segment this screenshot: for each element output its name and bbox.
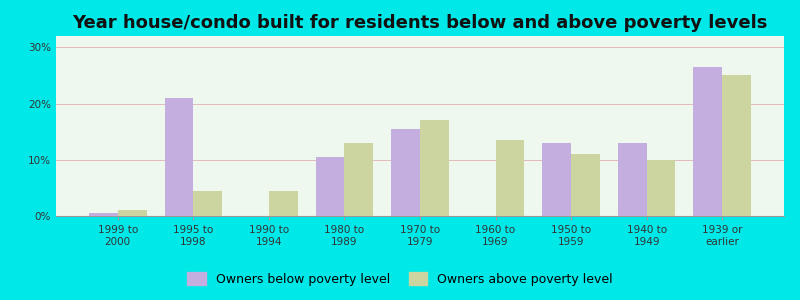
Bar <box>542 143 571 216</box>
Bar <box>269 191 298 216</box>
Bar <box>118 210 146 216</box>
Bar <box>571 154 600 216</box>
Bar <box>316 157 345 216</box>
Bar <box>345 143 373 216</box>
Bar <box>420 120 449 216</box>
Bar <box>194 191 222 216</box>
Bar <box>495 140 524 216</box>
Bar <box>165 98 194 216</box>
Legend: Owners below poverty level, Owners above poverty level: Owners below poverty level, Owners above… <box>182 267 618 291</box>
Bar <box>618 143 646 216</box>
Bar <box>89 213 118 216</box>
Bar <box>391 129 420 216</box>
Title: Year house/condo built for residents below and above poverty levels: Year house/condo built for residents bel… <box>72 14 768 32</box>
Bar <box>722 75 751 216</box>
Bar <box>646 160 675 216</box>
Bar <box>694 67 722 216</box>
